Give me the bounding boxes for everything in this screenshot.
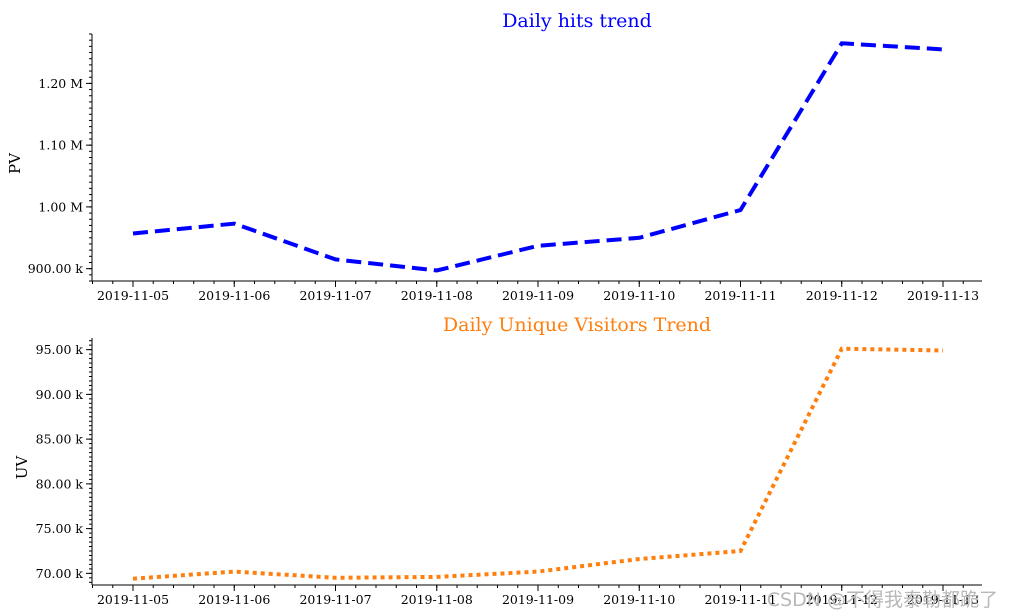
uv-series-line: [132, 346, 944, 581]
x-tick-label: 2019-11-07: [299, 288, 371, 303]
x-tick-label: 2019-11-10: [603, 592, 675, 607]
pv-chart-title: Daily hits trend: [502, 10, 652, 32]
x-tick-label: 2019-11-12: [806, 592, 878, 607]
y-tick-label: 70.00 k: [36, 566, 84, 581]
y-tick-label: 75.00 k: [36, 521, 84, 536]
x-tick-label: 2019-11-05: [97, 288, 169, 303]
pv-axes: [91, 34, 982, 282]
x-tick-label: 2019-11-06: [198, 592, 270, 607]
y-tick-label: 95.00 k: [36, 342, 84, 357]
pv-y-axis-label: PV: [6, 152, 24, 174]
uv-y-axis-label: UV: [13, 455, 31, 480]
y-tick-label: 1.10 M: [38, 138, 83, 153]
pv-x-ticks: 2019-11-05 2019-11-06 2019-11-07 2019-11-08…: [92, 281, 979, 303]
uv-axes: [91, 338, 982, 586]
x-tick-label: 2019-11-10: [603, 288, 675, 303]
x-tick-label: 2019-11-06: [198, 288, 270, 303]
pv-series-line: [132, 41, 944, 273]
x-tick-label: 2019-11-11: [704, 288, 776, 303]
y-tick-label: 900.00 k: [28, 261, 84, 276]
x-tick-label: 2019-11-09: [502, 288, 574, 303]
uv-y-ticks: 70.00 k 75.00 k 80.00 k 85.00 k 90.00 k 95.00…: [36, 340, 92, 583]
x-tick-label: 2019-11-05: [97, 592, 169, 607]
x-tick-label: 2019-11-08: [401, 592, 473, 607]
y-tick-label: 80.00 k: [36, 476, 84, 491]
pv-y-ticks: 900.00 k 1.00 M 1.10 M 1.20 M: [28, 33, 92, 282]
x-tick-label: 2019-11-07: [299, 592, 371, 607]
x-tick-label: 2019-11-11: [704, 592, 776, 607]
x-tick-label: 2019-11-12: [806, 288, 878, 303]
y-tick-label: 1.20 M: [38, 76, 83, 91]
y-tick-label: 90.00 k: [36, 387, 84, 402]
x-tick-label: 2019-11-08: [401, 288, 473, 303]
y-tick-label: 85.00 k: [36, 432, 84, 447]
x-tick-label: 2019-11-13: [907, 592, 979, 607]
x-tick-label: 2019-11-13: [907, 288, 979, 303]
uv-chart: Daily Unique Visitors Trend UV 2019-11-0…: [13, 314, 982, 607]
uv-chart-title: Daily Unique Visitors Trend: [443, 314, 711, 336]
uv-x-ticks: 2019-11-05 2019-11-06 2019-11-07 2019-11-08…: [92, 585, 979, 607]
pv-chart: Daily hits trend PV 2019-11-05 2019-11-06…: [6, 10, 982, 303]
watermark-text: CSDN @不得我泰勒都跪了: [767, 589, 998, 611]
y-tick-label: 1.00 M: [38, 199, 83, 214]
x-tick-label: 2019-11-09: [502, 592, 574, 607]
